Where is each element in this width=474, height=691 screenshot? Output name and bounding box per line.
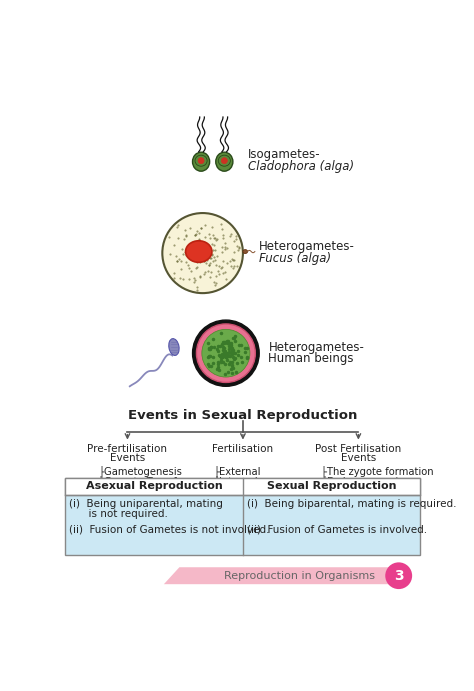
Text: ├Gamete Transfer: ├Gamete Transfer bbox=[98, 475, 187, 486]
Text: ├The zygote formation: ├The zygote formation bbox=[321, 466, 434, 477]
Text: ├External: ├External bbox=[213, 466, 261, 477]
FancyBboxPatch shape bbox=[65, 478, 420, 555]
Text: Heterogametes-: Heterogametes- bbox=[268, 341, 365, 354]
Text: Sexual Reproduction: Sexual Reproduction bbox=[267, 482, 396, 491]
Text: is not required.: is not required. bbox=[69, 509, 168, 519]
Text: Pre-fertilisation: Pre-fertilisation bbox=[87, 444, 167, 454]
Text: Events: Events bbox=[110, 453, 145, 462]
FancyBboxPatch shape bbox=[65, 478, 420, 495]
Text: Events in Sexual Reproduction: Events in Sexual Reproduction bbox=[128, 408, 357, 422]
Text: 3: 3 bbox=[394, 569, 403, 583]
Circle shape bbox=[202, 330, 250, 377]
Text: ├Gametogenesis: ├Gametogenesis bbox=[98, 466, 182, 477]
Circle shape bbox=[192, 320, 259, 386]
Ellipse shape bbox=[186, 240, 212, 263]
Text: Heterogametes-: Heterogametes- bbox=[259, 240, 355, 254]
Text: Human beings: Human beings bbox=[268, 352, 354, 365]
Circle shape bbox=[221, 158, 228, 164]
Ellipse shape bbox=[192, 152, 210, 171]
Text: (i)  Being uniparental, mating: (i) Being uniparental, mating bbox=[69, 500, 223, 509]
Ellipse shape bbox=[243, 249, 247, 254]
Text: Asexual Reproduction: Asexual Reproduction bbox=[86, 482, 223, 491]
Circle shape bbox=[198, 158, 204, 164]
Text: Fertilisation: Fertilisation bbox=[212, 444, 273, 454]
Text: (ii)  Fusion of Gametes is not involved.: (ii) Fusion of Gametes is not involved. bbox=[69, 524, 270, 534]
Text: Reproduction in Organisms: Reproduction in Organisms bbox=[224, 571, 375, 580]
Text: (ii)  Fusion of Gametes is involved.: (ii) Fusion of Gametes is involved. bbox=[247, 524, 427, 534]
Text: ├Embryogenesis: ├Embryogenesis bbox=[321, 475, 404, 486]
Text: ├Internal: ├Internal bbox=[213, 475, 258, 486]
Text: Post Fertilisation: Post Fertilisation bbox=[315, 444, 401, 454]
Circle shape bbox=[162, 213, 243, 293]
Ellipse shape bbox=[216, 152, 233, 171]
Text: Isogametes-: Isogametes- bbox=[247, 148, 320, 161]
Circle shape bbox=[386, 563, 411, 588]
Text: Events: Events bbox=[341, 453, 376, 462]
Circle shape bbox=[196, 324, 255, 382]
Text: (i)  Being biparental, mating is required.: (i) Being biparental, mating is required… bbox=[247, 500, 456, 509]
Polygon shape bbox=[164, 567, 408, 584]
Ellipse shape bbox=[169, 339, 179, 355]
Text: Cladophora (alga): Cladophora (alga) bbox=[247, 160, 354, 173]
Text: Fucus (alga): Fucus (alga) bbox=[259, 252, 331, 265]
